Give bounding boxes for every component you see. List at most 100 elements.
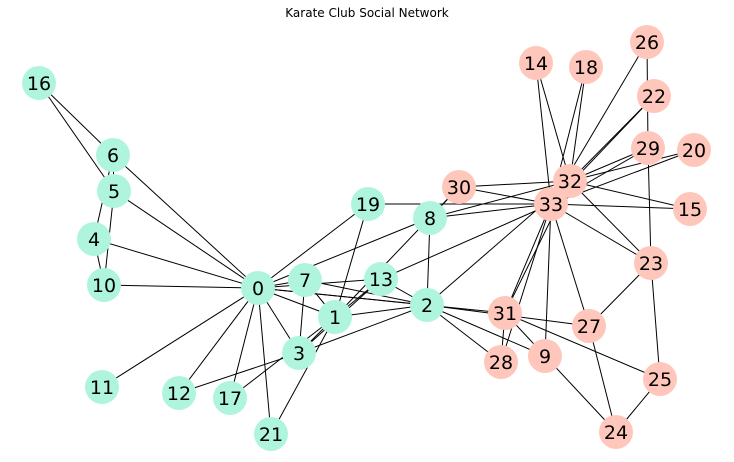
node-32: 32	[553, 164, 587, 198]
node-label: 33	[539, 194, 563, 216]
node-label: 14	[524, 53, 548, 75]
edge-20-32	[569, 149, 695, 182]
node-label: 26	[635, 32, 659, 54]
edge-0-11	[101, 287, 259, 388]
edge-8-33	[429, 203, 552, 219]
node-circle	[162, 376, 196, 410]
node-25: 25	[643, 362, 677, 396]
node-label: 15	[678, 199, 702, 221]
node-18: 18	[569, 50, 603, 84]
edge-0-17	[229, 287, 259, 399]
node-label: 17	[218, 388, 242, 410]
node-31: 31	[488, 296, 522, 330]
node-circle	[528, 339, 562, 373]
node-label: 7	[299, 270, 311, 292]
node-20: 20	[677, 133, 711, 167]
node-circle	[572, 309, 606, 343]
node-circle	[484, 345, 518, 379]
node-label: 28	[489, 352, 513, 374]
graph-title: Karate Club Social Network	[285, 6, 448, 20]
node-10: 10	[87, 268, 121, 302]
node-5: 5	[97, 174, 131, 208]
edge-0-12	[178, 287, 259, 394]
edge-0-6	[112, 154, 259, 289]
node-label: 19	[356, 194, 380, 216]
node-circle	[213, 381, 247, 415]
edge-31-33	[504, 203, 552, 314]
node-label: 20	[682, 140, 706, 162]
edge-13-33	[380, 203, 552, 280]
node-circle	[288, 263, 322, 297]
edge-30-32	[458, 180, 571, 188]
edge-24-31	[504, 312, 617, 433]
edge-28-33	[500, 203, 552, 363]
node-24: 24	[599, 415, 633, 449]
node-21: 21	[254, 417, 288, 451]
edge-0-4	[93, 238, 259, 289]
node-circle	[85, 370, 119, 404]
node-label: 12	[167, 383, 191, 405]
node-circle	[96, 138, 130, 172]
node-16: 16	[22, 66, 56, 100]
node-circle	[77, 222, 111, 256]
edge-2-3	[298, 304, 428, 354]
node-33: 33	[534, 187, 568, 221]
node-26: 26	[630, 25, 664, 59]
node-circle	[637, 79, 671, 113]
node-circle	[677, 133, 711, 167]
node-28: 28	[484, 345, 518, 379]
node-6: 6	[96, 138, 130, 172]
edge-23-32	[569, 180, 652, 264]
node-label: 32	[558, 171, 582, 193]
node-circle	[87, 268, 121, 302]
node-label: 25	[648, 369, 672, 391]
node-circle	[318, 300, 352, 334]
edge-6-16	[38, 82, 114, 156]
edge-1-21	[270, 316, 336, 435]
node-label: 16	[27, 73, 51, 95]
node-label: 11	[90, 377, 114, 399]
node-label: 4	[88, 229, 100, 251]
node-14: 14	[519, 46, 553, 80]
edge-18-32	[569, 66, 587, 182]
edge-8-32	[429, 180, 571, 219]
node-label: 24	[604, 422, 628, 444]
node-circle	[413, 201, 447, 235]
edge-0-8	[257, 217, 431, 289]
node-label: 29	[636, 138, 660, 160]
node-23: 23	[634, 246, 668, 280]
node-circle	[282, 336, 316, 370]
node-label: 10	[92, 275, 116, 297]
node-15: 15	[673, 192, 707, 226]
node-circle	[364, 262, 398, 296]
node-27: 27	[572, 309, 606, 343]
node-label: 0	[252, 278, 264, 300]
node-11: 11	[85, 370, 119, 404]
edge-15-32	[569, 180, 691, 210]
node-30: 30	[442, 170, 476, 204]
edge-14-33	[535, 62, 552, 205]
node-circle	[97, 174, 131, 208]
node-8: 8	[413, 201, 447, 235]
node-label: 1	[329, 307, 341, 329]
node-circle	[519, 46, 553, 80]
node-12: 12	[162, 376, 196, 410]
node-1: 1	[318, 300, 352, 334]
edge-24-27	[588, 325, 617, 433]
node-label: 23	[639, 253, 663, 275]
node-label: 27	[577, 316, 601, 338]
edge-15-33	[550, 203, 691, 210]
node-19: 19	[351, 187, 385, 221]
node-label: 8	[424, 208, 436, 230]
node-circle	[534, 187, 568, 221]
edge-0-21	[257, 287, 272, 435]
node-circle	[599, 415, 633, 449]
node-label: 6	[107, 145, 119, 167]
node-0: 0	[241, 271, 275, 305]
edge-23-25	[650, 262, 661, 380]
node-circle	[553, 164, 587, 198]
node-circle	[643, 362, 677, 396]
node-label: 13	[369, 269, 393, 291]
